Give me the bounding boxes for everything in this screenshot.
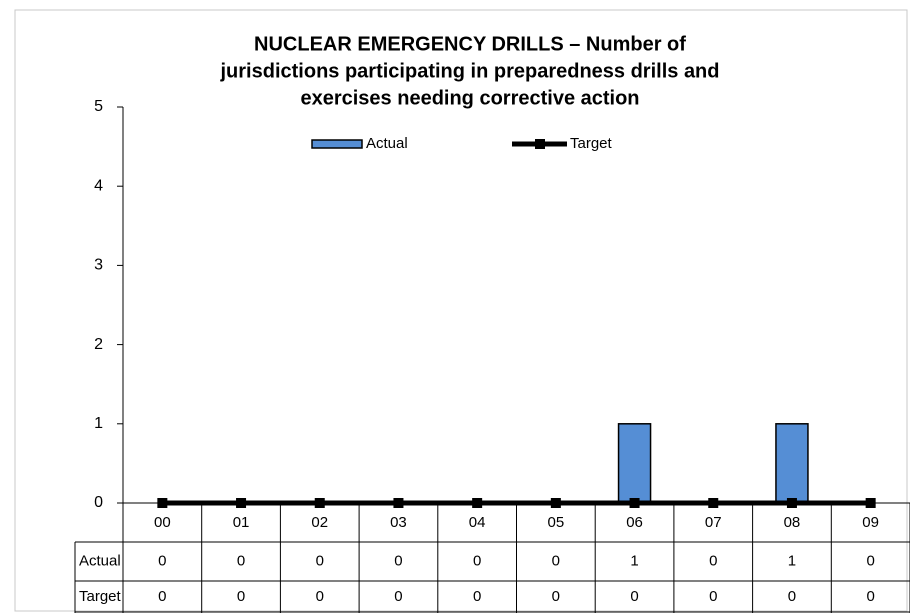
table-cell: 0	[552, 588, 560, 605]
x-tick-label: 00	[154, 514, 171, 531]
chart-title: NUCLEAR EMERGENCY DRILLS – Number of	[254, 33, 686, 55]
table-row-label: Target	[79, 588, 122, 605]
x-tick-label: 02	[311, 514, 328, 531]
y-tick-label: 4	[94, 177, 103, 194]
table-cell: 0	[788, 588, 796, 605]
table-cell: 0	[709, 552, 717, 569]
legend-key	[535, 139, 545, 149]
table-cell: 0	[237, 552, 245, 569]
table-cell: 0	[709, 588, 717, 605]
chart-title: jurisdictions participating in preparedn…	[220, 60, 720, 82]
y-tick-label: 0	[94, 494, 103, 511]
legend-label: Target	[570, 135, 613, 152]
x-tick-label: 07	[705, 514, 722, 531]
x-tick-label: 09	[862, 514, 879, 531]
table-row-label: Actual	[79, 552, 121, 569]
y-tick-label: 2	[94, 336, 103, 353]
x-tick-label: 03	[390, 514, 407, 531]
legend-key	[311, 139, 363, 149]
chart-border	[14, 9, 908, 612]
table-cell: 0	[158, 552, 166, 569]
x-tick-label: 08	[784, 514, 801, 531]
table-cell: 0	[866, 588, 874, 605]
table-cell: 0	[473, 588, 481, 605]
marker	[786, 498, 797, 508]
bar	[617, 423, 652, 504]
marker	[236, 498, 247, 508]
y-tick-label: 3	[94, 257, 103, 274]
table-cell: 0	[552, 552, 560, 569]
x-tick-label: 06	[626, 514, 643, 531]
table-cell: 0	[866, 552, 874, 569]
table-cell: 0	[473, 552, 481, 569]
legend-label: Actual	[366, 135, 408, 152]
marker	[472, 498, 483, 508]
y-tick-label: 1	[94, 415, 103, 432]
x-tick-label: 01	[233, 514, 250, 531]
chart-title: exercises needing corrective action	[300, 87, 639, 109]
table-cell: 0	[394, 552, 402, 569]
marker	[314, 498, 325, 508]
table-cell: 1	[788, 552, 796, 569]
marker	[629, 498, 640, 508]
marker	[157, 498, 168, 508]
table-cell: 0	[316, 552, 324, 569]
bar	[775, 423, 809, 504]
y-tick-label: 5	[94, 98, 103, 115]
x-tick-label: 04	[469, 514, 486, 531]
x-tick-label: 05	[548, 514, 565, 531]
table-cell: 1	[630, 552, 638, 569]
table-cell: 0	[316, 588, 324, 605]
table-cell: 0	[237, 588, 245, 605]
marker	[393, 498, 404, 508]
marker	[550, 498, 561, 508]
marker	[708, 498, 719, 508]
table-cell: 0	[630, 588, 638, 605]
table-cell: 0	[394, 588, 402, 605]
marker	[865, 498, 876, 508]
table-cell: 0	[158, 588, 166, 605]
